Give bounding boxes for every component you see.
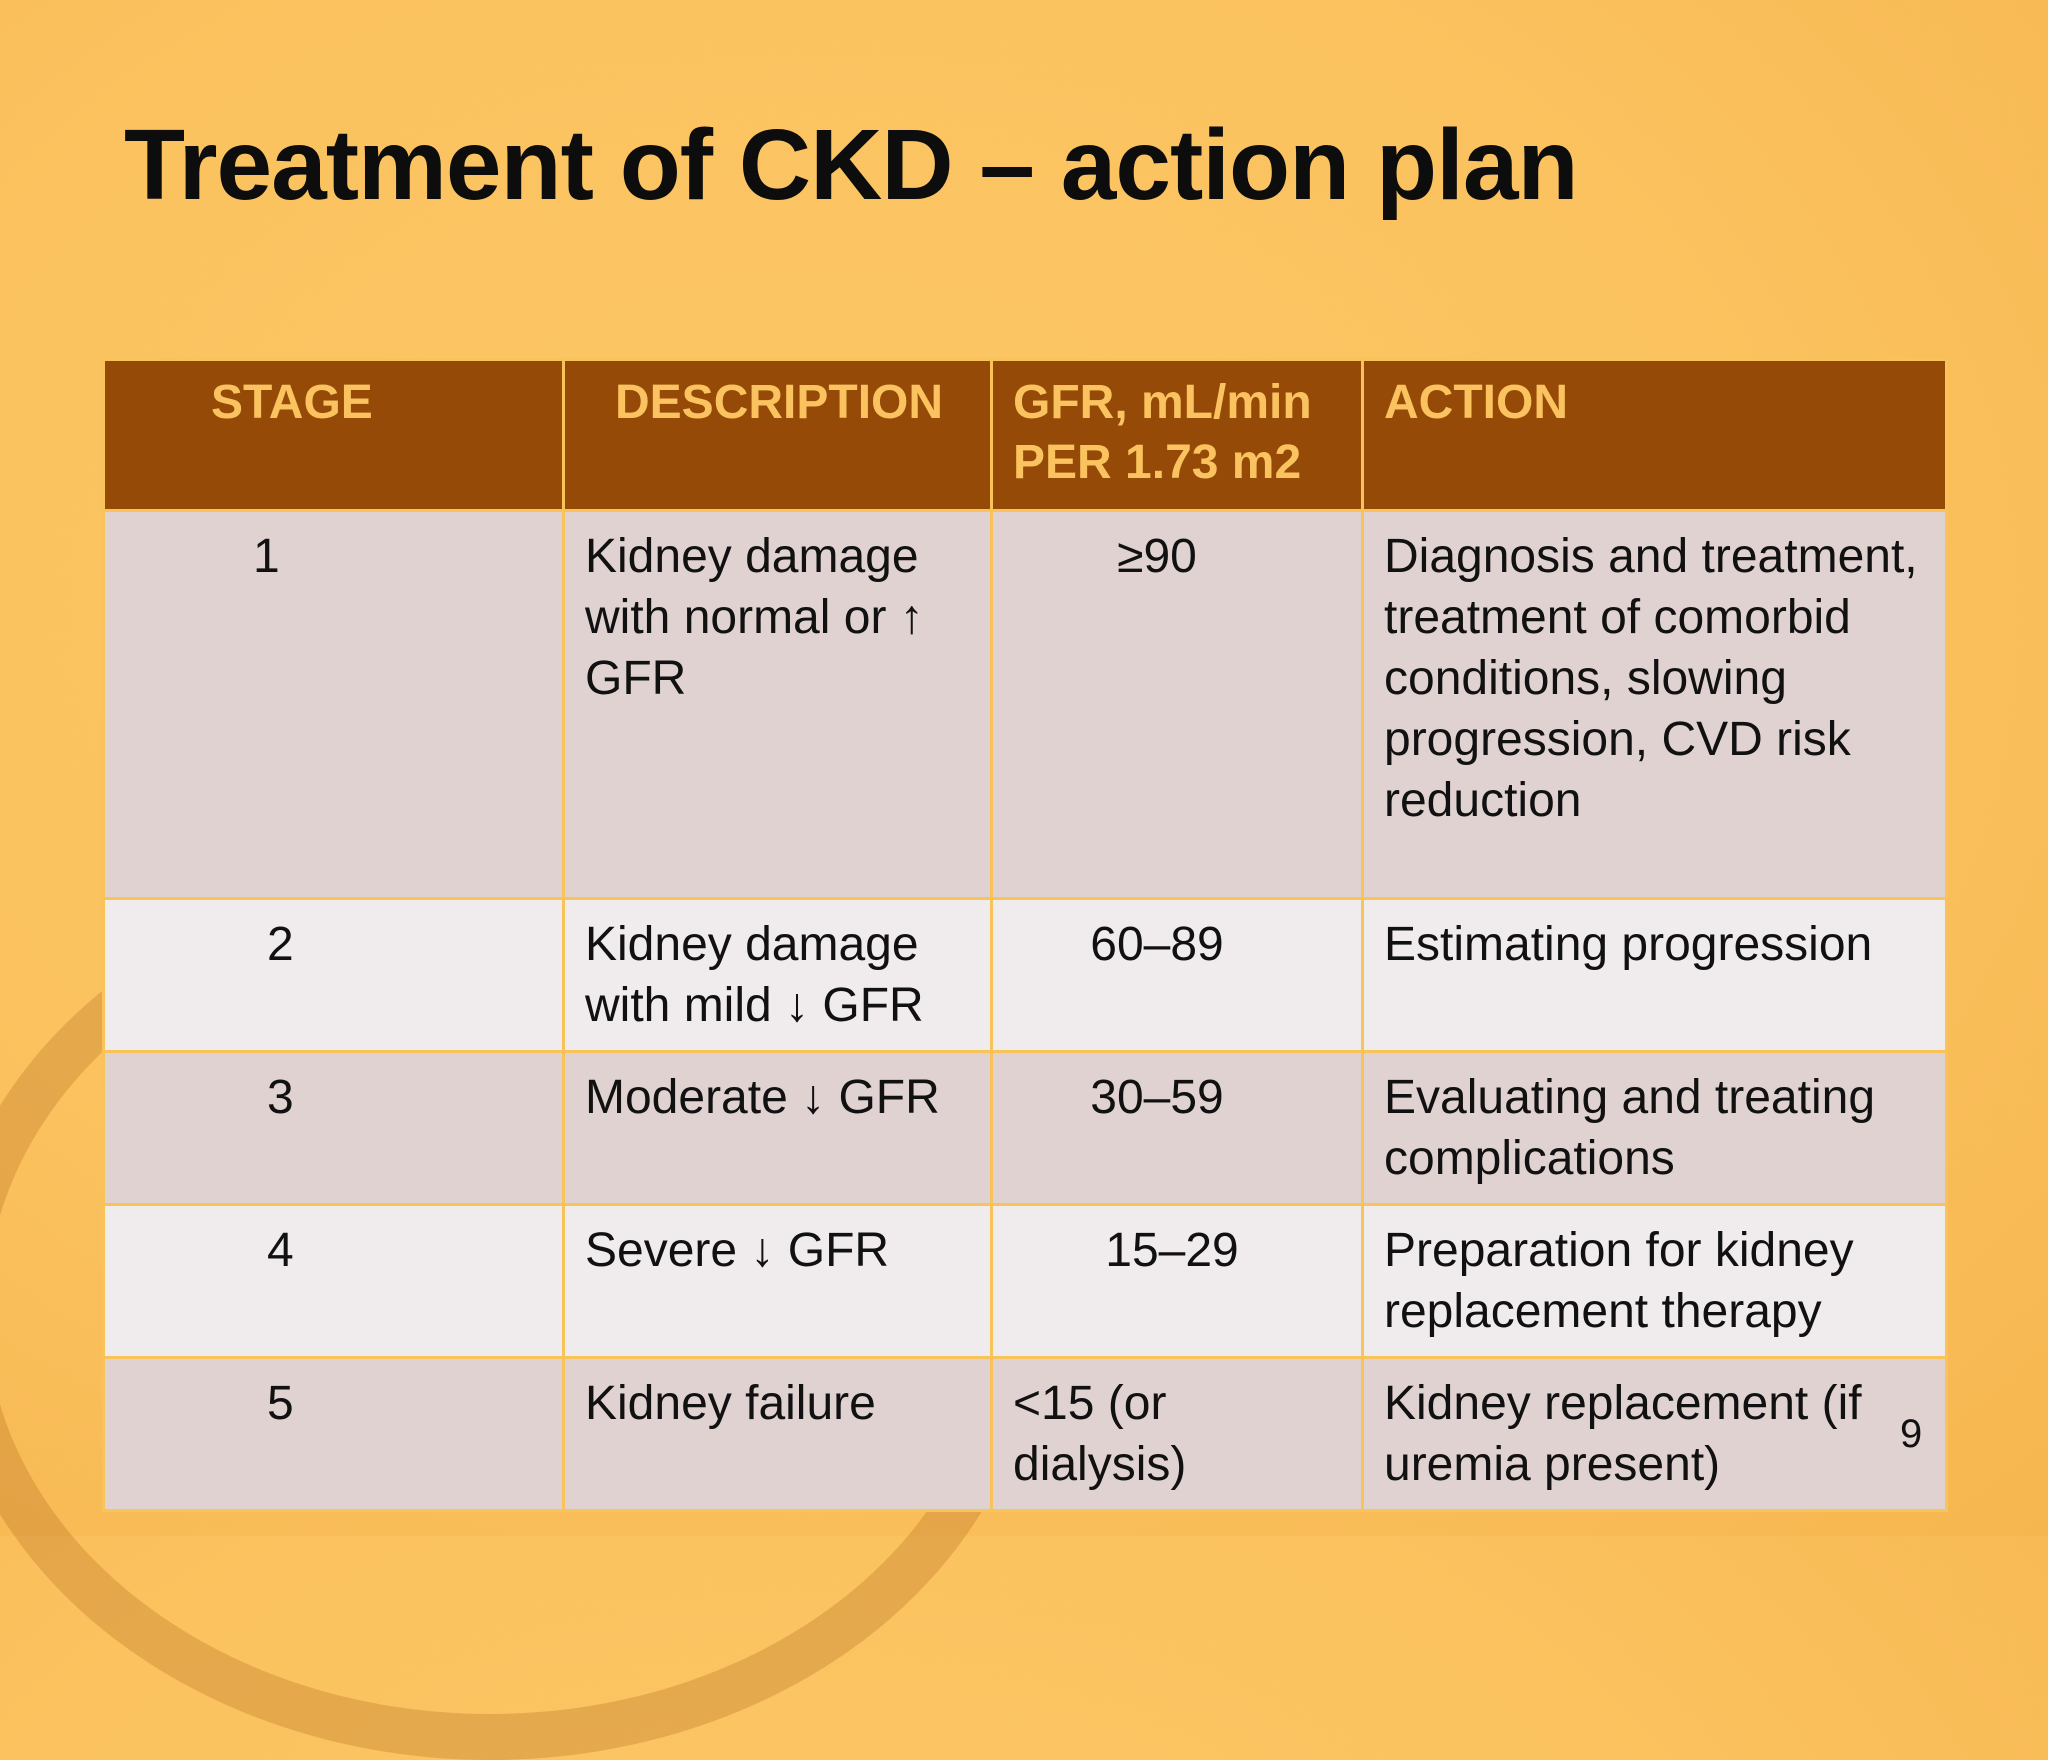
page-number: 9 [1900,1412,1923,1456]
cell-action: Estimating progression [1361,897,1948,1053]
cell-gfr: ≥90 [990,509,1364,900]
header-stage: STAGE [102,358,565,512]
cell-description: Kidney damage with mild ↓ GFR [562,897,993,1053]
cell-action: Diagnosis and treatment, treatment of co… [1361,509,1948,900]
ckd-stage-table: STAGE DESCRIPTION GFR, mL/min PER 1.73 m… [102,358,1948,1512]
cell-stage: 1 [102,509,565,900]
header-gfr: GFR, mL/min PER 1.73 m2 [990,358,1364,512]
cell-stage: 2 [102,897,565,1053]
cell-action: Kidney replacement (if uremia present) [1361,1356,1948,1512]
cell-gfr: 15–29 [990,1203,1364,1359]
table-row: 2 Kidney damage with mild ↓ GFR 60–89 Es… [102,897,1948,1053]
cell-gfr: 30–59 [990,1050,1364,1206]
cell-action: Evaluating and treating complications [1361,1050,1948,1206]
cell-action: Preparation for kidney replacement thera… [1361,1203,1948,1359]
cell-stage: 4 [102,1203,565,1359]
cell-stage: 5 [102,1356,565,1512]
cell-gfr: <15 (or dialysis) [990,1356,1364,1512]
table-row: 5 Kidney failure <15 (or dialysis) Kidne… [102,1356,1948,1512]
header-action: ACTION [1361,358,1948,512]
table-row: 3 Moderate ↓ GFR 30–59 Evaluating and tr… [102,1050,1948,1206]
cell-description: Kidney damage with normal or ↑ GFR [562,509,993,900]
table-row: 1 Kidney damage with normal or ↑ GFR ≥90… [102,509,1948,900]
table-row: 4 Severe ↓ GFR 15–29 Preparation for kid… [102,1203,1948,1359]
cell-description: Kidney failure [562,1356,993,1512]
cell-description: Moderate ↓ GFR [562,1050,993,1206]
table-header-row: STAGE DESCRIPTION GFR, mL/min PER 1.73 m… [102,358,1948,512]
slide-title: Treatment of CKD – action plan [124,109,1579,221]
cell-stage: 3 [102,1050,565,1206]
cell-gfr: 60–89 [990,897,1364,1053]
header-description: DESCRIPTION [562,358,993,512]
cell-description: Severe ↓ GFR [562,1203,993,1359]
